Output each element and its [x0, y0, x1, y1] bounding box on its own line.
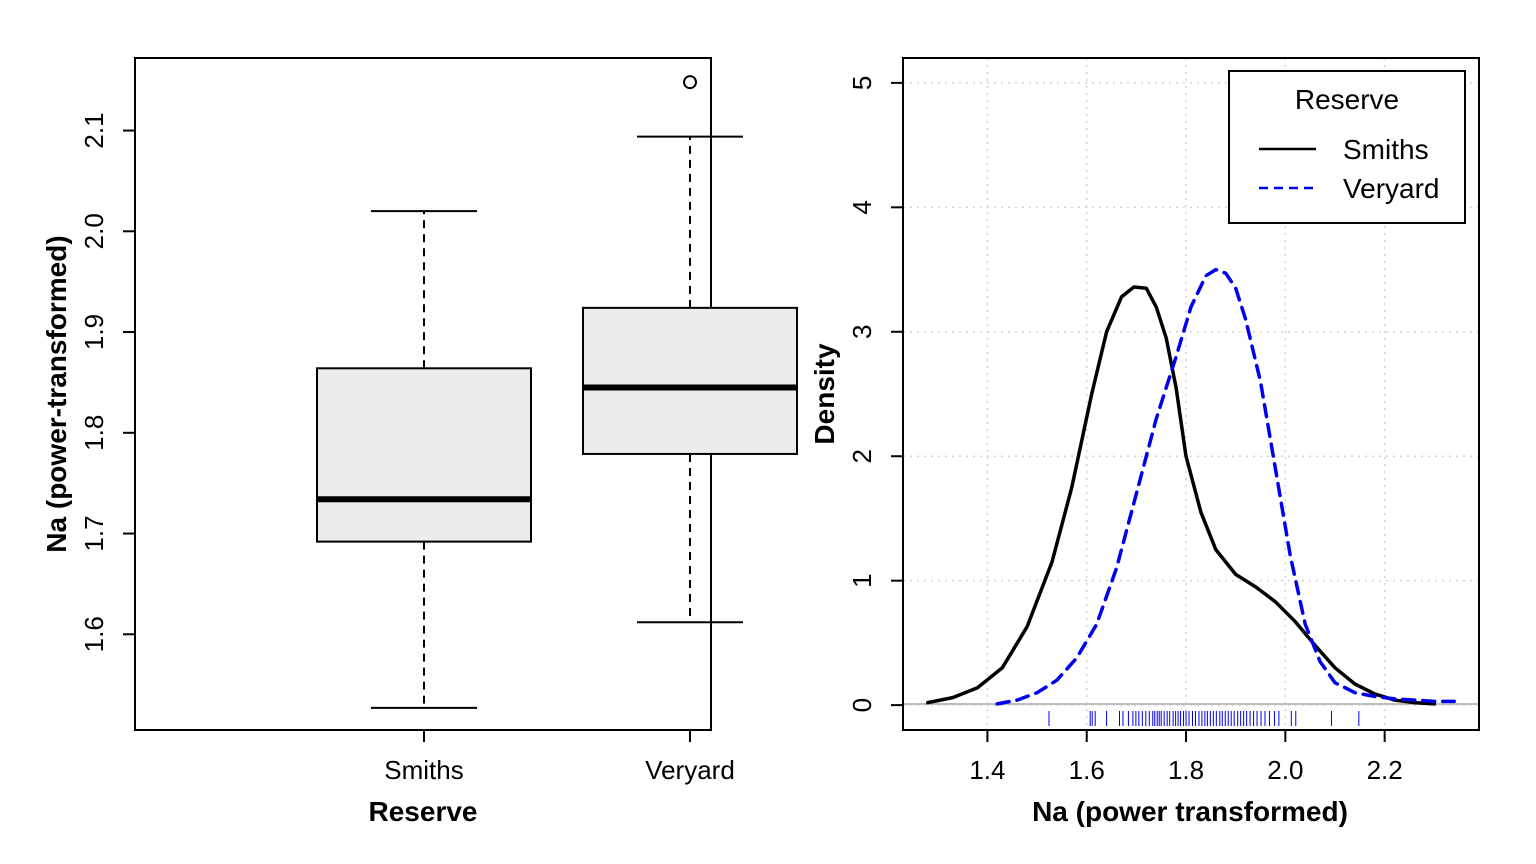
density-panel: 0 1 2 3 4 5 1.4 1.6 1.8 2.0 2.2 Na (power transfo… [809, 57, 1480, 827]
box-veryard [582, 75, 798, 624]
density-y-tick-label: 2 [847, 449, 877, 463]
boxplot-y-tick-label: 2.0 [79, 213, 109, 249]
iqr-box-smiths [316, 367, 532, 543]
legend-box [1228, 70, 1466, 224]
density-x-tick-label: 1.4 [969, 755, 1005, 785]
density-y-axis: 0 1 2 3 4 5 [847, 76, 903, 712]
density-x-tick-label: 1.8 [1168, 755, 1204, 785]
density-y-tick-label: 5 [847, 76, 877, 90]
boxplot-x-tick-label: Veryard [645, 755, 735, 785]
density-y-tick-label: 4 [847, 200, 877, 214]
legend-title: Reserve [1295, 84, 1399, 115]
iqr-box-veryard [582, 306, 798, 455]
boxplot-x-tick-label: Smiths [384, 755, 463, 785]
density-x-tick-label: 2.2 [1367, 755, 1403, 785]
density-frame [902, 57, 1480, 731]
boxplot-y-tick-label: 1.9 [79, 314, 109, 350]
boxplot-y-tick-label: 1.7 [79, 515, 109, 551]
boxplot-groups [316, 75, 798, 709]
boxplot-panel: 1.6 1.7 1.8 1.9 2.0 2.1 Smiths Veryard Reserve… [41, 57, 798, 827]
density-y-tick-label: 3 [847, 325, 877, 339]
boxplot-y-tick-label: 1.8 [79, 415, 109, 451]
density-x-tick-label: 1.6 [1069, 755, 1105, 785]
density-x-tick-label: 2.0 [1267, 755, 1303, 785]
legend-label-smiths: Smiths [1343, 134, 1429, 165]
density-x-axis-title: Na (power transformed) [1032, 796, 1348, 827]
boxplot-x-axis-title: Reserve [369, 796, 478, 827]
box-smiths [316, 210, 532, 709]
density-y-tick-label: 1 [847, 573, 877, 587]
density-curve-veryard [995, 267, 1456, 706]
density-curves [926, 267, 1456, 706]
density-x-axis: 1.4 1.6 1.8 2.0 2.2 [969, 730, 1403, 785]
boxplot-y-axis: 1.6 1.7 1.8 1.9 2.0 2.1 [79, 112, 135, 652]
legend-label-veryard: Veryard [1343, 173, 1440, 204]
density-rug [1048, 711, 1360, 726]
legend: Reserve Smiths Veryard [1228, 70, 1466, 224]
density-y-axis-title: Density [809, 343, 840, 445]
boxplot-y-tick-label: 2.1 [79, 112, 109, 148]
density-curve-smiths [926, 285, 1437, 706]
outlier-point-veryard [683, 75, 697, 90]
boxplot-y-tick-label: 1.6 [79, 616, 109, 652]
boxplot-y-axis-title: Na (power-transformed) [41, 235, 72, 552]
boxplot-x-axis: Smiths Veryard [384, 730, 735, 785]
density-y-tick-label: 0 [847, 698, 877, 712]
